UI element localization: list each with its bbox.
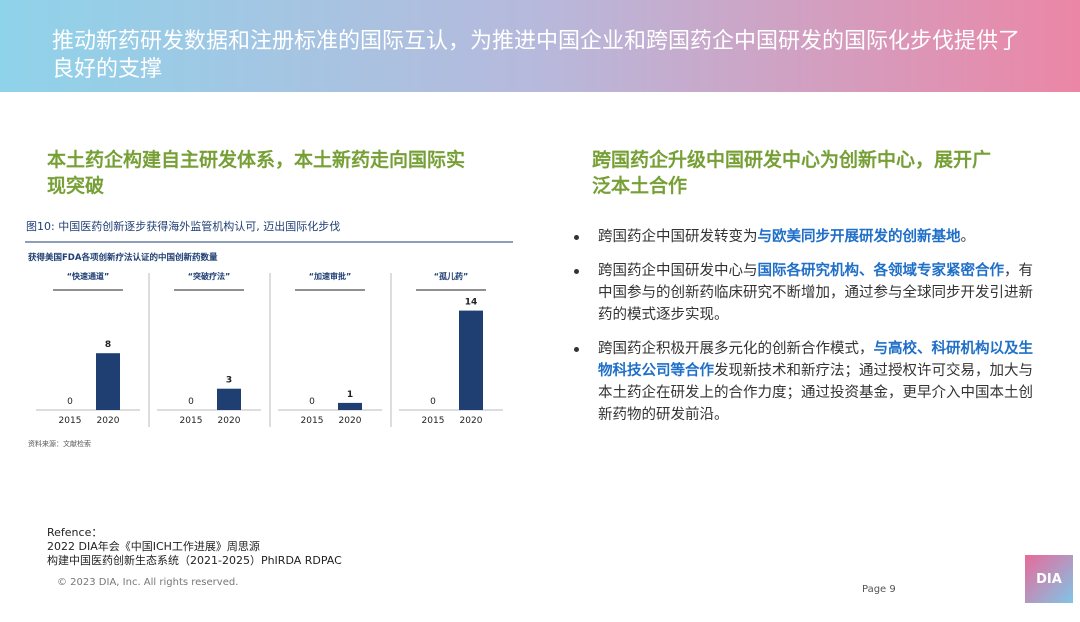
bullet-text: 跨国药企中国研发中心与 [598,263,758,279]
reference-line: 2022 DIA年会《中国ICH工作进展》周思源 [47,540,260,553]
figure-subtitle: 获得美国FDA各项创新疗法认证的中国创新药数量 [27,252,218,263]
figure-caption: 图10: 中国医药创新逐步获得海外监管机构认可, 迈出国际化步伐 [26,219,340,233]
panel-title: “加速审批” [309,271,352,281]
bar [96,353,120,410]
x-tick-label: 2015 [422,416,445,426]
x-tick-label: 2015 [180,416,203,426]
bullet-text: ，有中国参与的创新药临床研究不断增加，通过参与全球同步开发引进新药的模式逐步实现… [598,263,1033,323]
emphasis-text: 与欧美同步开展研发的创新基地 [757,229,961,245]
page-number: Page 9 [862,584,896,595]
panel-title: “快速通道” [67,271,110,281]
emphasis-text: 国际各研究机构、各领域专家紧密合作 [757,263,1005,279]
value-label: 14 [465,298,478,308]
bullet-list: 跨国药企中国研发转变为与欧美同步开展研发的创新基地。跨国药企中国研发中心与国际各… [570,226,1040,438]
bullet-text: 跨国药企积极开展多元化的创新合作模式， [598,341,874,357]
header-band [0,0,1080,92]
reference-line: Refence： [47,526,103,539]
bar [338,402,362,410]
x-tick-label: 2020 [339,416,362,426]
x-tick-label: 2020 [97,416,120,426]
value-label: 0 [309,397,315,407]
x-tick-label: 2020 [460,416,483,426]
bullet-text: 。 [960,229,976,245]
panel-title: “孤儿药” [434,271,469,281]
bullet: 跨国药企中国研发中心与国际各研究机构、各领域专家紧密合作，有中国参与的创新药临床… [570,260,1040,326]
bar [217,388,241,410]
value-label: 0 [188,397,194,407]
value-label: 1 [347,390,353,400]
value-label: 8 [105,340,111,350]
value-label: 0 [430,397,436,407]
figure-source: 资料来源：文献检索 [28,439,91,448]
x-tick-label: 2020 [218,416,241,426]
bullet: 跨国药企中国研发转变为与欧美同步开展研发的创新基地。 [570,226,1040,248]
value-label: 3 [226,376,232,386]
left-heading: 本土药企构建自主研发体系，本土新药走向国际实现突破 [47,149,466,197]
x-tick-label: 2015 [59,416,82,426]
reference-line: 构建中国医药创新生态系统（2021-2025）PhIRDA RDPAC [47,554,342,567]
copyright: © 2023 DIA, Inc. All rights reserved. [57,577,239,588]
figure: 图10: 中国医药创新逐步获得海外监管机构认可, 迈出国际化步伐 获得美国FDA… [25,219,513,448]
logo: DIA [1025,555,1073,603]
bullet-text: 跨国药企中国研发转变为 [598,229,758,245]
x-tick-label: 2015 [301,416,324,426]
slide-title: 推动新药研发数据和注册标准的国际互认，为推进中国企业和跨国药企中国研发的国际化步… [52,29,1021,82]
bullet-text: 发现新技术和新疗法；通过授权许可交易，加大与本土药企在研发上的合作力度；通过投资… [598,363,1033,423]
bar [459,310,483,410]
value-label: 0 [67,397,73,407]
right-heading: 跨国药企升级中国研发中心为创新中心，展开广泛本土合作 [592,149,992,197]
panel-title: “突破疗法” [188,271,231,281]
bullet: 跨国药企积极开展多元化的创新合作模式，与高校、科研机构以及生物科技公司等合作发现… [570,338,1040,426]
emphasis-text: 与高校、科研机构以及生物科技公司等合作 [598,341,1033,379]
